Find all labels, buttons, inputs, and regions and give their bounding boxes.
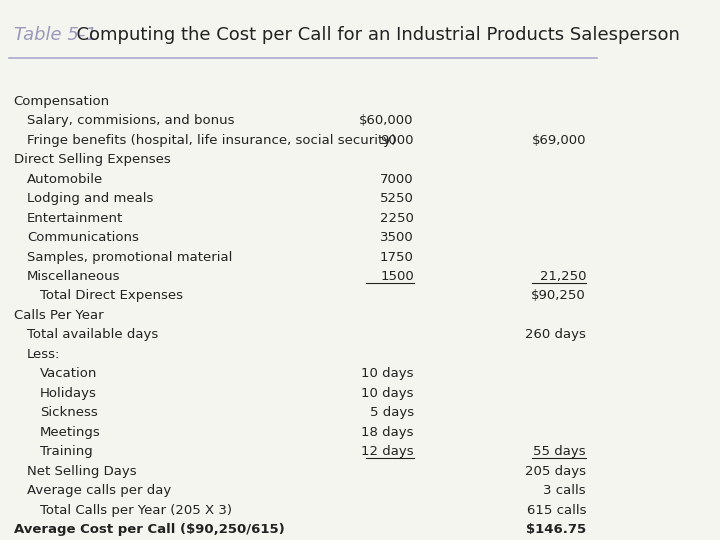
- Text: $90,250: $90,250: [531, 289, 586, 302]
- Text: 3 calls: 3 calls: [544, 484, 586, 497]
- Text: 615 calls: 615 calls: [526, 503, 586, 517]
- Text: 2250: 2250: [380, 212, 414, 225]
- Text: Average Cost per Call ($90,250/615): Average Cost per Call ($90,250/615): [14, 523, 284, 536]
- Text: Fringe benefits (hospital, life insurance, social security): Fringe benefits (hospital, life insuranc…: [27, 134, 396, 147]
- Text: 1500: 1500: [380, 270, 414, 283]
- Text: 10 days: 10 days: [361, 367, 414, 380]
- Text: Salary, commisions, and bonus: Salary, commisions, and bonus: [27, 114, 234, 127]
- Text: Holidays: Holidays: [40, 387, 97, 400]
- Text: Total Direct Expenses: Total Direct Expenses: [40, 289, 183, 302]
- Text: Communications: Communications: [27, 231, 139, 244]
- Text: Table 5-1: Table 5-1: [14, 26, 96, 44]
- Text: Miscellaneous: Miscellaneous: [27, 270, 120, 283]
- Text: Net Selling Days: Net Selling Days: [27, 464, 136, 477]
- Text: 21,250: 21,250: [539, 270, 586, 283]
- Text: Sickness: Sickness: [40, 406, 98, 419]
- Text: Lodging and meals: Lodging and meals: [27, 192, 153, 205]
- Text: Total available days: Total available days: [27, 328, 158, 341]
- Text: 10 days: 10 days: [361, 387, 414, 400]
- Text: $146.75: $146.75: [526, 523, 586, 536]
- Text: Samples, promotional material: Samples, promotional material: [27, 251, 232, 264]
- Text: 12 days: 12 days: [361, 445, 414, 458]
- Text: 18 days: 18 days: [361, 426, 414, 438]
- Text: 9000: 9000: [380, 134, 414, 147]
- Text: 3500: 3500: [380, 231, 414, 244]
- Text: 205 days: 205 days: [525, 464, 586, 477]
- Text: 55 days: 55 days: [534, 445, 586, 458]
- Text: Computing the Cost per Call for an Industrial Products Salesperson: Computing the Cost per Call for an Indus…: [65, 26, 680, 44]
- Text: Entertainment: Entertainment: [27, 212, 123, 225]
- Text: 5 days: 5 days: [369, 406, 414, 419]
- Text: $60,000: $60,000: [359, 114, 414, 127]
- Text: $69,000: $69,000: [531, 134, 586, 147]
- Text: Automobile: Automobile: [27, 173, 103, 186]
- Text: Direct Selling Expenses: Direct Selling Expenses: [14, 153, 171, 166]
- Text: 1750: 1750: [380, 251, 414, 264]
- Text: Average calls per day: Average calls per day: [27, 484, 171, 497]
- Text: 7000: 7000: [380, 173, 414, 186]
- Text: Training: Training: [40, 445, 93, 458]
- Text: Calls Per Year: Calls Per Year: [14, 309, 103, 322]
- Text: 5250: 5250: [380, 192, 414, 205]
- Text: Meetings: Meetings: [40, 426, 101, 438]
- Text: Less:: Less:: [27, 348, 60, 361]
- Text: Total Calls per Year (205 X 3): Total Calls per Year (205 X 3): [40, 503, 232, 517]
- Text: Vacation: Vacation: [40, 367, 97, 380]
- Text: Compensation: Compensation: [14, 95, 109, 108]
- Text: 260 days: 260 days: [525, 328, 586, 341]
